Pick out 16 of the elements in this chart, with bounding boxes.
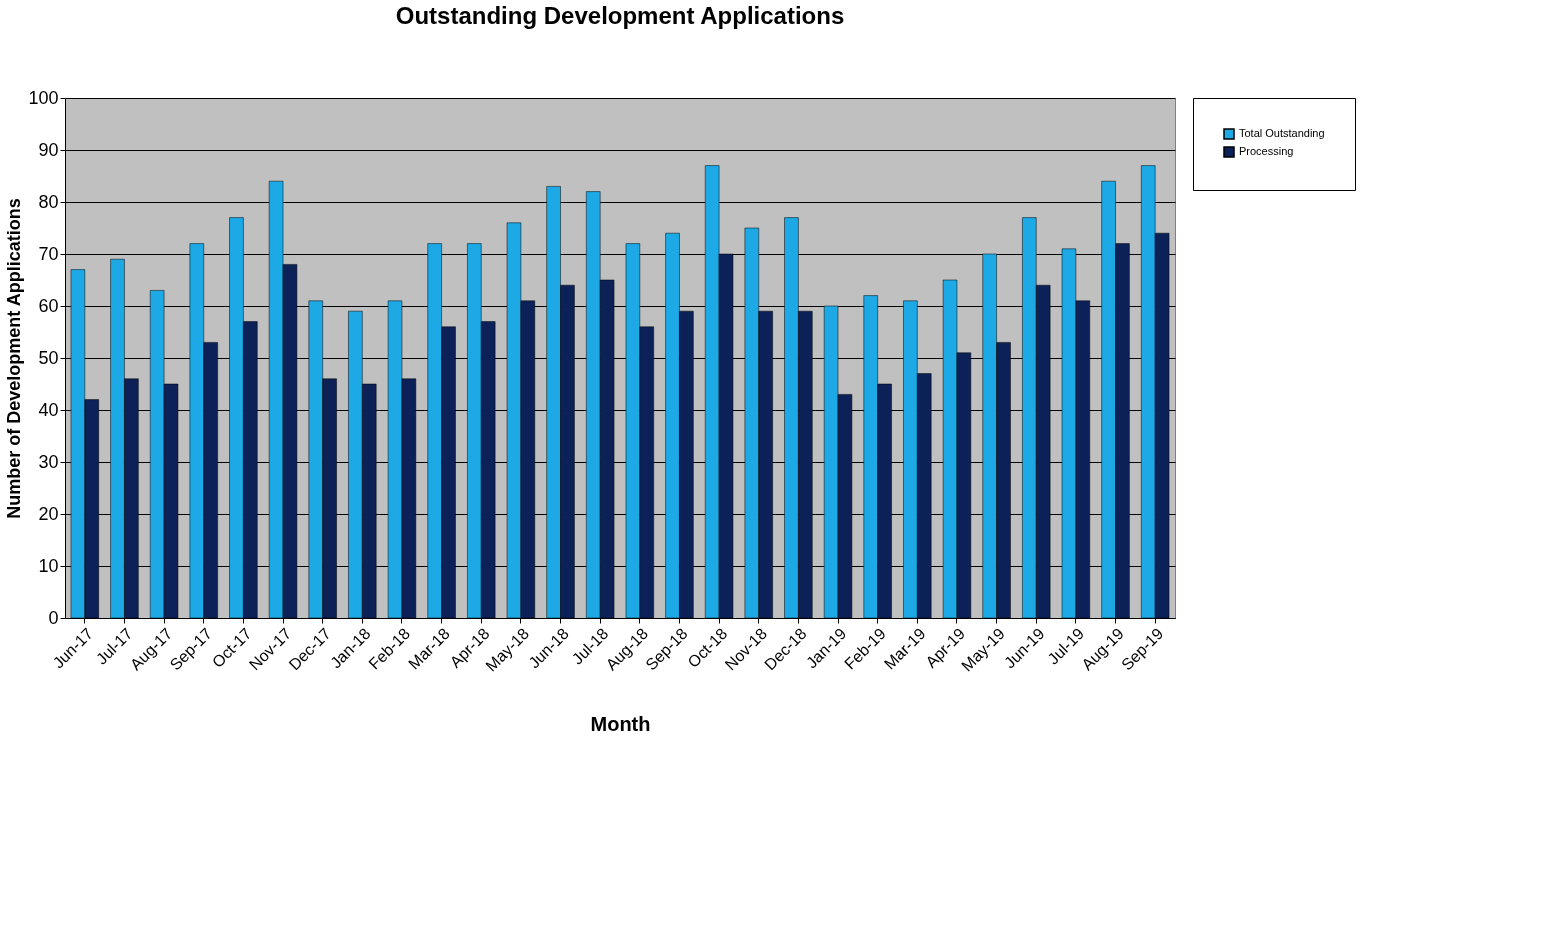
y-axis-title: Number of Development Applications bbox=[4, 198, 25, 519]
y-tick-label: 100 bbox=[28, 87, 59, 108]
chart-title: Outstanding Development Applications bbox=[395, 2, 845, 29]
y-tick-label: 50 bbox=[38, 347, 59, 368]
y-tick-label: 0 bbox=[48, 607, 59, 628]
y-tick-label: 70 bbox=[38, 243, 59, 264]
y-tick-label: 10 bbox=[38, 555, 59, 576]
y-tick-label: 30 bbox=[38, 451, 59, 472]
x-axis-title: Month bbox=[590, 712, 651, 735]
y-tick-label: 90 bbox=[38, 139, 59, 160]
y-tick-label: 20 bbox=[38, 503, 59, 524]
legend-label: Total Outstanding bbox=[1239, 127, 1325, 139]
y-tick-label: 60 bbox=[38, 295, 59, 316]
legend-label: Processing bbox=[1239, 145, 1294, 157]
y-tick-label: 40 bbox=[38, 399, 59, 420]
y-tick-label: 80 bbox=[38, 191, 59, 212]
